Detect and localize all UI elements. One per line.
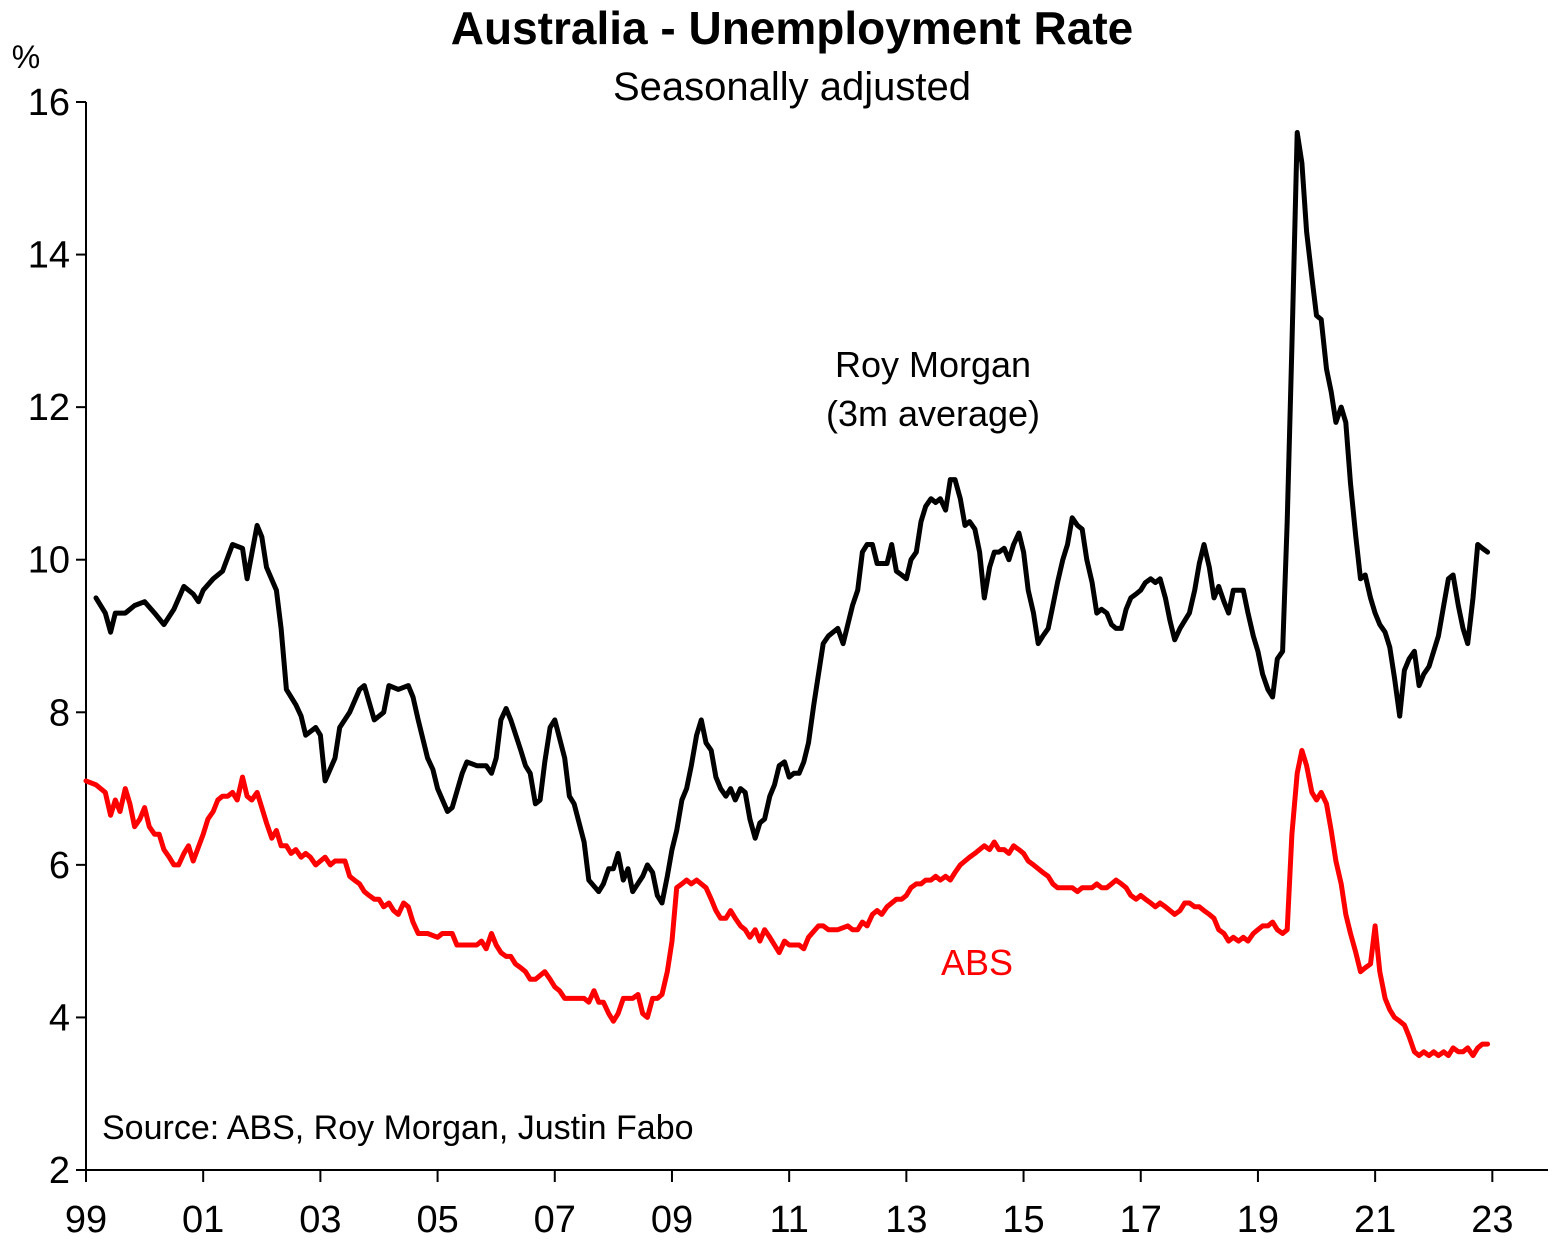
x-axis-ticks: 99 01 03 05 07 09 11 13 15 17 19 21 23: [65, 1170, 1513, 1241]
roy-morgan-annotation-name: Roy Morgan: [835, 344, 1031, 385]
y-tick-label: 10: [28, 540, 70, 582]
y-tick-label: 14: [28, 235, 70, 277]
y-tick-label: 16: [28, 82, 70, 124]
y-tick-label: 2: [49, 1150, 70, 1192]
roy-morgan-annotation-note: (3m average): [826, 393, 1040, 434]
x-tick-label: 05: [416, 1199, 458, 1241]
x-tick-label: 13: [885, 1199, 927, 1241]
y-axis-ticks: 2 4 6 8 10 12 14 16: [28, 82, 86, 1192]
x-tick-label: 23: [1471, 1199, 1513, 1241]
x-tick-label: 17: [1120, 1199, 1162, 1241]
abs-series-line: [83, 747, 1491, 1059]
series-layer: [83, 130, 1491, 1059]
x-tick-label: 11: [769, 1199, 808, 1241]
source-note: Source: ABS, Roy Morgan, Justin Fabo: [102, 1109, 694, 1147]
x-tick-label: 15: [1002, 1199, 1044, 1241]
y-tick-label: 6: [49, 845, 70, 887]
roy-morgan-series-line: [93, 130, 1491, 906]
chart-title: Australia - Unemployment Rate: [451, 2, 1133, 54]
x-tick-label: 03: [299, 1199, 341, 1241]
y-axis-unit-label: %: [12, 39, 40, 75]
x-tick-label: 09: [651, 1199, 693, 1241]
y-tick-label: 8: [49, 692, 70, 734]
x-tick-label: 21: [1354, 1199, 1396, 1241]
y-tick-label: 12: [28, 387, 70, 429]
abs-annotation: ABS: [941, 942, 1013, 983]
chart-subtitle: Seasonally adjusted: [613, 65, 971, 109]
x-tick-label: 99: [65, 1199, 107, 1241]
x-tick-label: 19: [1237, 1199, 1279, 1241]
x-tick-label: 01: [182, 1199, 224, 1241]
y-tick-label: 4: [49, 997, 70, 1039]
x-tick-label: 07: [534, 1199, 576, 1241]
